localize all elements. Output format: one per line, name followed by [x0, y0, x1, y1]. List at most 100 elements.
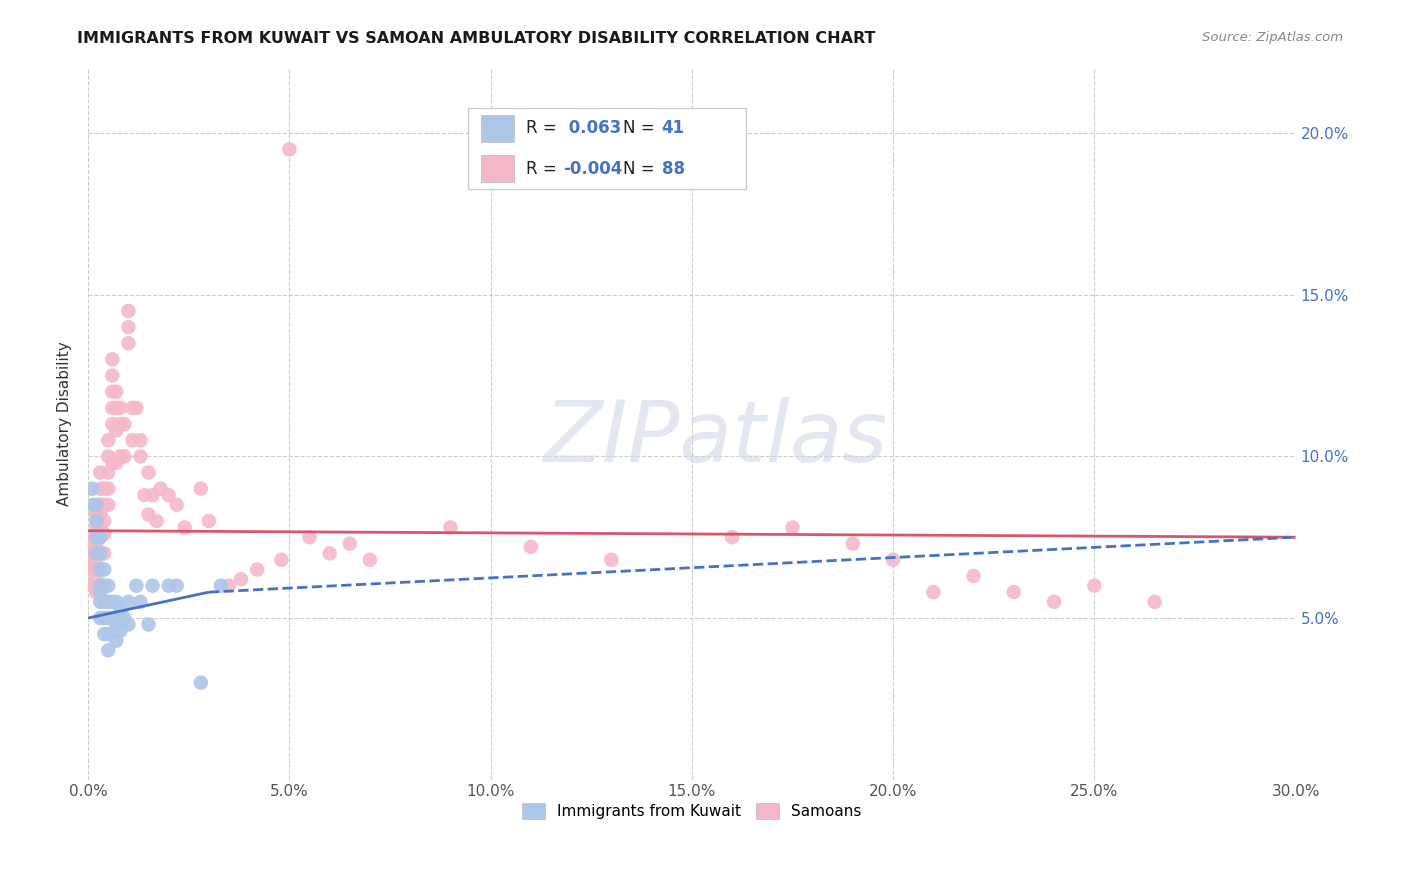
Point: [93, 546, 115, 560]
Point: [209, 579, 232, 593]
Point: [166, 579, 188, 593]
Point: [166, 498, 188, 512]
Point: [84, 514, 107, 528]
Point: [93, 579, 115, 593]
Point: [97, 482, 120, 496]
Point: [84, 540, 107, 554]
FancyBboxPatch shape: [468, 108, 747, 189]
Point: [339, 536, 361, 550]
Point: [82, 579, 104, 593]
Point: [1043, 595, 1066, 609]
Point: [84, 562, 107, 576]
Legend: Immigrants from Kuwait, Samoans: Immigrants from Kuwait, Samoans: [516, 797, 868, 825]
Point: [101, 401, 124, 415]
Point: [84, 498, 107, 512]
Point: [922, 585, 945, 599]
Point: [93, 627, 115, 641]
Point: [278, 142, 301, 156]
Point: [82, 562, 104, 576]
Point: [157, 579, 180, 593]
Point: [82, 530, 104, 544]
Point: [1083, 579, 1105, 593]
Point: [117, 320, 139, 334]
Point: [97, 498, 120, 512]
Text: 41: 41: [662, 120, 685, 137]
Point: [82, 553, 104, 567]
Point: [89, 585, 111, 599]
Point: [110, 624, 132, 638]
Point: [105, 401, 128, 415]
Point: [190, 482, 212, 496]
Point: [359, 553, 381, 567]
Point: [89, 530, 111, 544]
FancyBboxPatch shape: [481, 155, 515, 182]
Text: R =: R =: [526, 160, 562, 178]
Point: [101, 368, 124, 383]
Point: [93, 611, 115, 625]
Text: N =: N =: [623, 160, 659, 178]
Point: [141, 579, 163, 593]
Point: [93, 514, 115, 528]
Point: [89, 579, 111, 593]
Point: [82, 540, 104, 554]
Point: [84, 585, 107, 599]
Point: [97, 595, 120, 609]
Point: [84, 572, 107, 586]
Point: [101, 417, 124, 431]
Point: [121, 434, 143, 448]
Point: [157, 488, 180, 502]
Point: [93, 595, 115, 609]
Point: [89, 611, 111, 625]
Point: [89, 595, 111, 609]
Point: [520, 540, 543, 554]
Point: [93, 527, 115, 541]
Point: [84, 530, 107, 544]
Point: [105, 633, 128, 648]
Point: [110, 417, 132, 431]
Point: [84, 520, 107, 534]
Point: [129, 434, 152, 448]
Point: [229, 572, 252, 586]
Point: [134, 488, 156, 502]
Point: [101, 384, 124, 399]
Point: [318, 546, 340, 560]
Point: [97, 643, 120, 657]
Point: [82, 498, 104, 512]
Text: -0.004: -0.004: [562, 160, 621, 178]
Point: [112, 611, 135, 625]
Point: [117, 304, 139, 318]
Point: [145, 514, 167, 528]
Point: [101, 456, 124, 470]
Text: Source: ZipAtlas.com: Source: ZipAtlas.com: [1202, 31, 1343, 45]
Point: [138, 466, 160, 480]
Point: [110, 605, 132, 619]
FancyBboxPatch shape: [481, 115, 515, 142]
Point: [842, 536, 865, 550]
Point: [962, 569, 984, 583]
Point: [89, 466, 111, 480]
Point: [121, 401, 143, 415]
Point: [89, 530, 111, 544]
Point: [246, 562, 269, 576]
Point: [105, 424, 128, 438]
Point: [782, 520, 804, 534]
Point: [89, 508, 111, 522]
Point: [105, 617, 128, 632]
Point: [129, 595, 152, 609]
Point: [125, 579, 148, 593]
Point: [105, 456, 128, 470]
Point: [89, 562, 111, 576]
Point: [298, 530, 321, 544]
Point: [84, 530, 107, 544]
Point: [129, 450, 152, 464]
Text: N =: N =: [623, 120, 659, 137]
Point: [270, 553, 292, 567]
Point: [101, 611, 124, 625]
Point: [882, 553, 904, 567]
Point: [112, 450, 135, 464]
Point: [117, 336, 139, 351]
Point: [89, 546, 111, 560]
Point: [82, 482, 104, 496]
Point: [84, 546, 107, 560]
Y-axis label: Ambulatory Disability: Ambulatory Disability: [58, 342, 72, 507]
